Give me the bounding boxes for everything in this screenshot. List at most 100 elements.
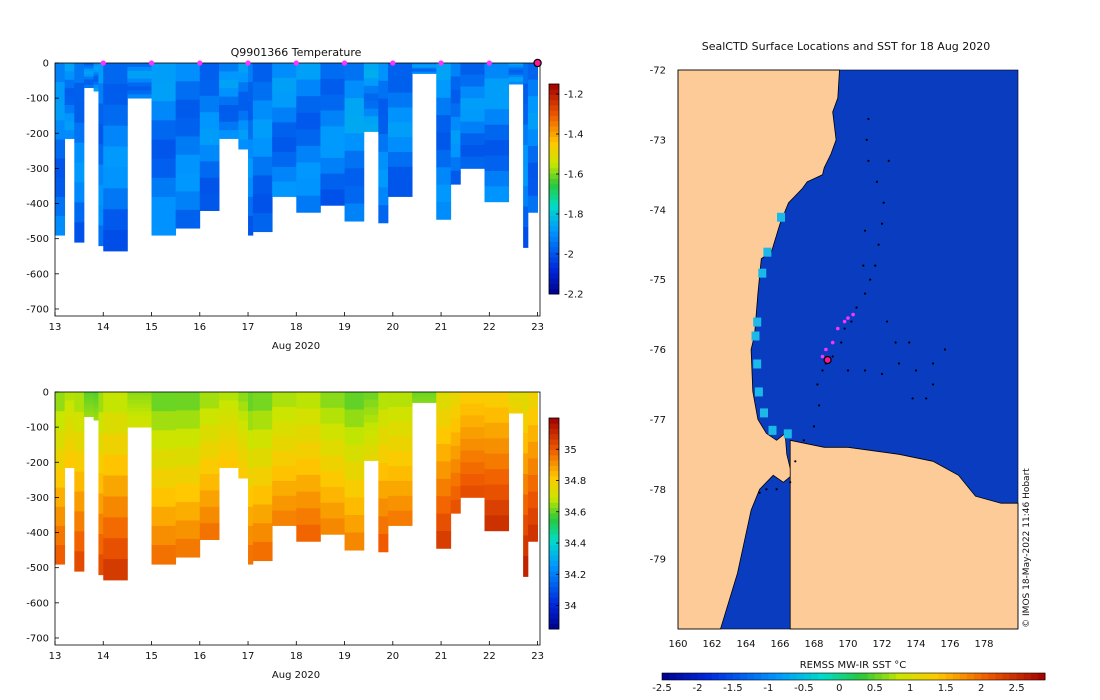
- sst-colorbar-label: REMSS MW-IR SST °C: [800, 660, 907, 671]
- temp-profile-cell: [175, 118, 201, 137]
- sal-colorbar-segment: [549, 512, 559, 519]
- sal-profile-cell: [199, 506, 220, 524]
- profile-marker: [293, 60, 299, 66]
- sal-colorbar-segment: [549, 576, 559, 582]
- sst-colorbar-segment: [832, 673, 840, 680]
- temp-profile-cell: [103, 146, 128, 168]
- temp-profile-cell: [175, 154, 201, 174]
- temp-profile-cell: [484, 93, 510, 110]
- sal-profile-cell: [64, 400, 75, 410]
- sal-colorbar-segment: [549, 518, 559, 524]
- recent-profile-point: [836, 326, 840, 331]
- sst-colorbar-segment: [718, 673, 727, 680]
- sal-profile-cell: [508, 399, 524, 402]
- temp-profile-cell: [252, 137, 273, 158]
- temp-profile-cell: [460, 133, 485, 146]
- temp-profile-cell: [320, 126, 345, 143]
- temp-profile-cell: [74, 122, 85, 144]
- sal-profile-cell: [320, 423, 345, 440]
- temp-profile-cell: [508, 77, 524, 80]
- map-ytick-label: -74: [650, 205, 666, 216]
- temp-profile-cell: [151, 82, 177, 102]
- temp-profile-cell: [527, 63, 538, 80]
- temp-profile-cell: [460, 121, 485, 134]
- temp-profile-cell: [527, 145, 538, 163]
- sal-profile-cell: [199, 490, 220, 508]
- temp-profile-cell: [74, 182, 85, 203]
- temp-profile-cell: [103, 230, 128, 252]
- temp-profile-cell: [344, 150, 365, 169]
- temp-profile-cell: [248, 158, 254, 179]
- coastal-sst-cell: [753, 359, 762, 369]
- temp-profile-cell: [64, 96, 75, 106]
- sst-colorbar-tick-label: -1: [763, 683, 773, 694]
- sal-profile-cell: [484, 392, 510, 408]
- sal-profile-cell: [412, 399, 437, 401]
- sst-colorbar-tick-label: -0.5: [794, 683, 814, 694]
- sal-ytick-label: -300: [26, 493, 49, 504]
- temp-profile-cell: [151, 139, 177, 160]
- temp-profile-cell: [523, 63, 529, 84]
- temp-profile-cell: [64, 113, 75, 123]
- coastal-sst-cell: [760, 408, 768, 418]
- sal-profile-cell: [238, 420, 249, 431]
- temp-profile-cell: [74, 102, 85, 124]
- temp-profile-cell: [387, 63, 413, 79]
- temp-profile-cell: [363, 78, 379, 87]
- temp-profile-cell: [83, 63, 95, 67]
- sal-profile-cell: [248, 411, 254, 431]
- sal-profile-cell: [127, 399, 152, 405]
- sst-colorbar-segment: [697, 673, 706, 680]
- sal-profile-cell: [296, 392, 321, 409]
- temp-profile-cell: [484, 155, 510, 172]
- sal-profile-cell: [74, 431, 85, 453]
- sal-colorbar-segment: [549, 486, 559, 493]
- sal-profile-cell: [219, 417, 239, 426]
- sal-profile-cell: [296, 458, 321, 476]
- sal-profile-cell: [127, 407, 152, 412]
- sal-profile-cell: [93, 392, 99, 396]
- sal-colorbar-segment: [549, 507, 559, 514]
- sal-profile-cell: [74, 511, 85, 532]
- temp-profile-cell: [103, 188, 128, 210]
- temp-profile-cell: [238, 139, 249, 150]
- temp-profile-cell: [412, 68, 437, 71]
- sal-colorbar-frame: [548, 417, 560, 630]
- temp-colorbar-label: -2.2: [564, 290, 584, 301]
- temp-profile-cell: [387, 181, 413, 197]
- sal-profile-cell: [55, 468, 66, 489]
- sal-profile-cell: [387, 495, 413, 512]
- sal-colorbar-segment: [549, 581, 559, 588]
- temp-profile-cell: [252, 63, 273, 83]
- profile-marker: [100, 60, 106, 66]
- sal-profile-cell: [508, 410, 524, 414]
- sal-profile-cell: [272, 495, 297, 512]
- temp-profile-cell: [55, 158, 66, 179]
- temp-colorbar-segment: [549, 157, 559, 164]
- temp-colorbar-segment: [549, 136, 559, 143]
- sal-profile-cell: [74, 551, 85, 572]
- temp-profile-cell: [272, 63, 297, 79]
- sal-profile-cell: [523, 514, 529, 536]
- sal-profile-cell: [272, 510, 297, 526]
- sal-profile-cell: [64, 459, 75, 468]
- map-xtick-label: 178: [974, 639, 993, 650]
- sal-axes-frame: [54, 391, 541, 646]
- map-ytick-label: -79: [650, 555, 666, 566]
- temp-profile-cell: [272, 152, 297, 168]
- sal-profile-cell: [523, 412, 529, 434]
- sal-colorbar-segment: [549, 476, 559, 482]
- temp-profile-cell: [436, 80, 452, 99]
- sal-xtick-label: 18: [290, 651, 303, 662]
- track-point: [862, 264, 865, 267]
- sal-profile-cell: [523, 473, 529, 495]
- track-point: [908, 341, 911, 344]
- temp-colorbar-segment: [549, 162, 559, 169]
- temp-colorbar-segment: [549, 183, 559, 190]
- temp-profile-cell: [296, 162, 321, 180]
- sal-profile-cell: [387, 392, 413, 408]
- sal-profile-cell: [98, 534, 104, 555]
- temp-profile-cell: [296, 112, 321, 130]
- sst-colorbar-segment: [860, 673, 869, 680]
- sst-colorbar-segment: [676, 673, 684, 680]
